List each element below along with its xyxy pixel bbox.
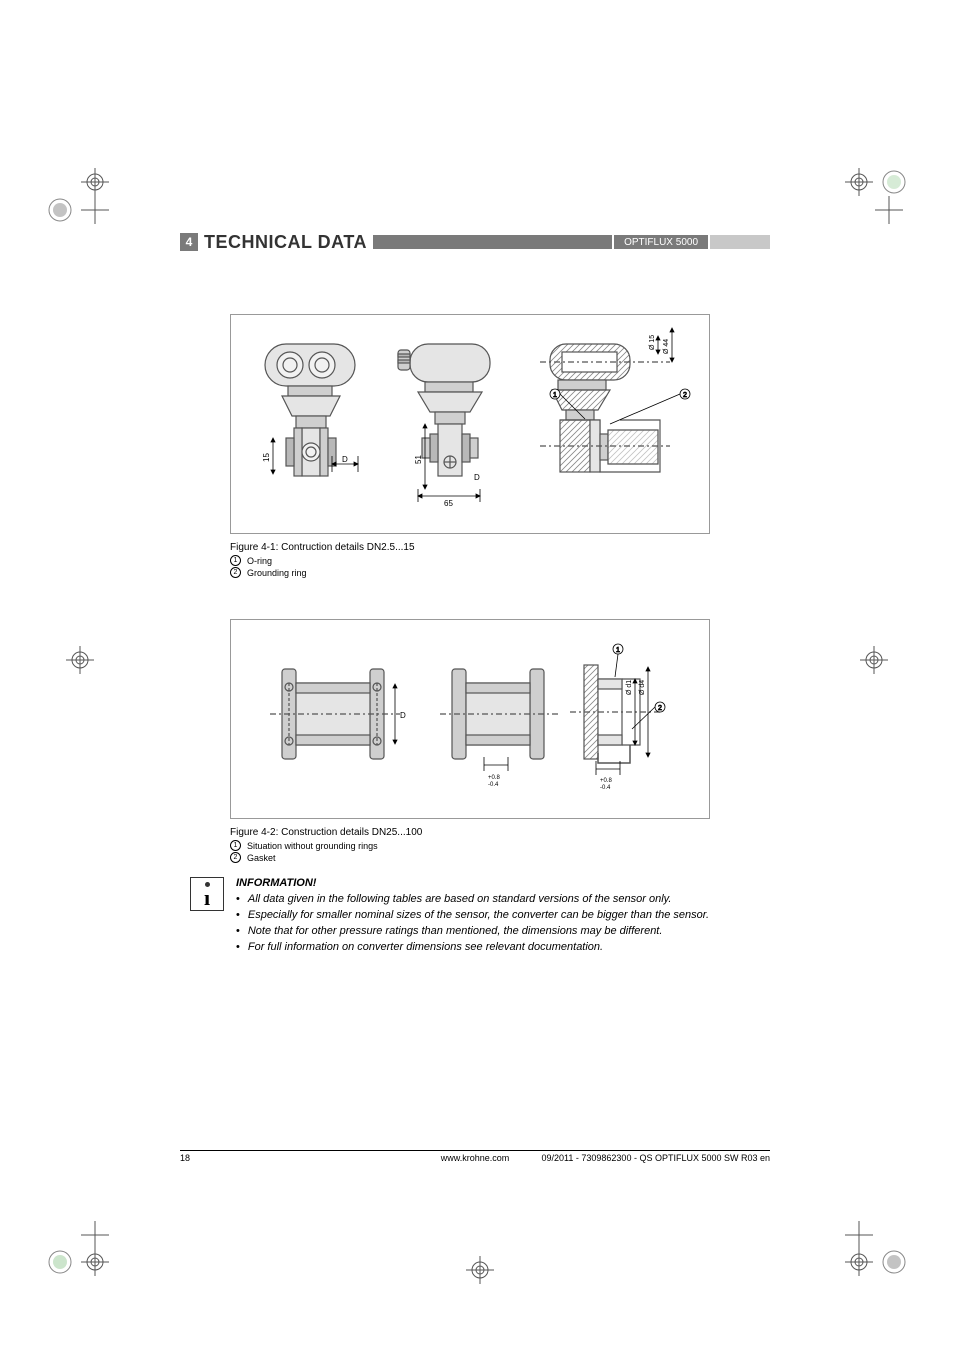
info-bullet: For full information on converter dimens…	[236, 941, 709, 953]
print-mark-tl	[40, 150, 120, 230]
svg-text:+0.8: +0.8	[600, 778, 613, 784]
svg-text:D: D	[400, 711, 406, 720]
product-name: OPTIFLUX 5000	[614, 235, 708, 249]
print-mark-br	[834, 1210, 914, 1290]
figure-4-2-diagram: D +0.8 -0.4	[240, 629, 700, 809]
svg-text:Ø d1: Ø d1	[626, 680, 633, 695]
figure-4-2-caption: Figure 4-2: Construction details DN25...…	[230, 827, 770, 838]
svg-text:15: 15	[262, 453, 271, 462]
svg-text:D: D	[474, 473, 480, 482]
print-mark-mr	[844, 630, 904, 690]
svg-text:-0.4: -0.4	[488, 782, 499, 788]
figure-4-2-legend-2: 2Gasket	[230, 852, 770, 863]
svg-text:D: D	[342, 455, 348, 464]
section-title: TECHNICAL DATA	[204, 232, 367, 253]
svg-text:-0.4: -0.4	[600, 785, 611, 791]
svg-text:+0.8: +0.8	[488, 775, 501, 781]
info-icon: ı	[190, 877, 224, 911]
svg-text:Ø 44: Ø 44	[663, 339, 670, 354]
svg-text:65: 65	[444, 499, 453, 508]
info-bullet: All data given in the following tables a…	[236, 893, 709, 905]
info-title: INFORMATION!	[236, 877, 709, 889]
svg-text:1: 1	[553, 392, 557, 399]
info-bullet: Especially for smaller nominal sizes of …	[236, 909, 709, 921]
footer-url: www.krohne.com	[441, 1153, 510, 1163]
figure-4-1-diagram: 15 D	[240, 324, 700, 524]
information-block: ı INFORMATION! All data given in the fol…	[190, 877, 770, 957]
svg-text:1: 1	[616, 647, 620, 654]
info-bullet: Note that for other pressure ratings tha…	[236, 925, 709, 937]
header-bar-fill	[373, 235, 612, 249]
figure-4-1-legend-1: 1O-ring	[230, 555, 770, 566]
print-mark-bl	[40, 1210, 120, 1290]
page-number: 18	[180, 1153, 190, 1163]
section-number: 4	[180, 233, 198, 251]
figure-4-2-box: D +0.8 -0.4	[230, 619, 710, 819]
header-bar-tail	[710, 235, 770, 249]
svg-text:2: 2	[683, 392, 687, 399]
print-mark-ml	[50, 630, 110, 690]
svg-text:Ø 15: Ø 15	[649, 335, 656, 350]
page-footer: 18 www.krohne.com 09/2011 - 7309862300 -…	[180, 1150, 770, 1163]
section-header: 4 TECHNICAL DATA OPTIFLUX 5000	[180, 230, 770, 254]
figure-4-1-box: 15 D	[230, 314, 710, 534]
figure-4-1-caption: Figure 4-1: Contruction details DN2.5...…	[230, 542, 770, 553]
svg-text:2: 2	[658, 705, 662, 712]
footer-docid: 09/2011 - 7309862300 - QS OPTIFLUX 5000 …	[542, 1153, 770, 1163]
svg-text:51: 51	[414, 455, 423, 464]
print-mark-tr	[834, 150, 914, 230]
print-mark-bc	[450, 1240, 510, 1300]
figure-4-2-legend-1: 1Situation without grounding rings	[230, 840, 770, 851]
svg-text:Ø d4: Ø d4	[639, 680, 646, 695]
figure-4-1-legend-2: 2Grounding ring	[230, 567, 770, 578]
